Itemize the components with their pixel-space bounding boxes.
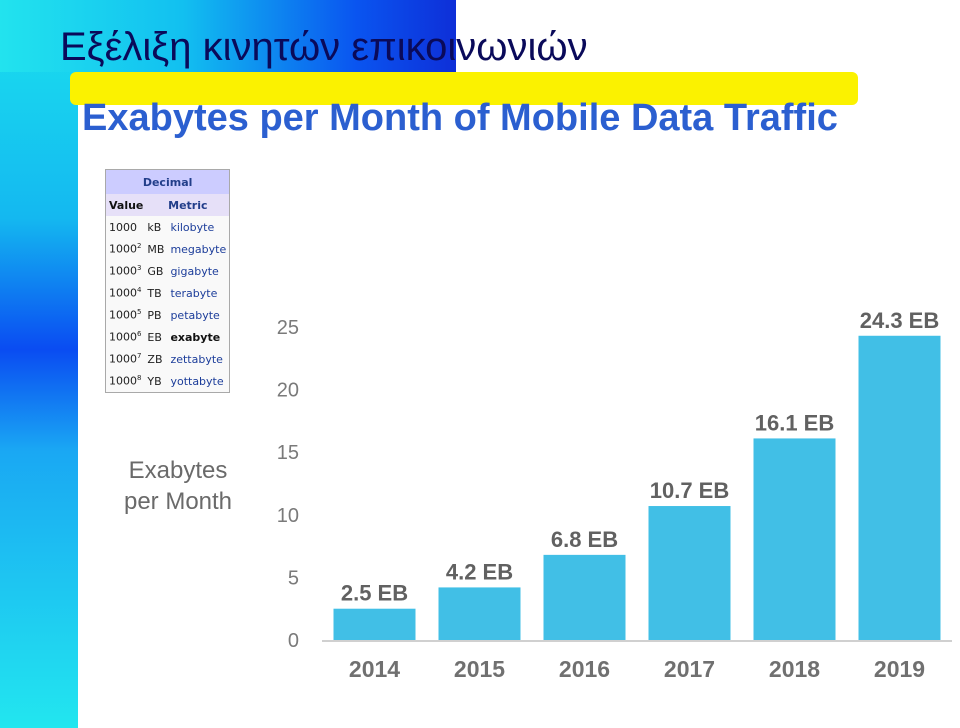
- unit-symbol: ZB: [147, 352, 163, 366]
- x-tick-label: 2016: [559, 656, 610, 682]
- decimal-units-table: Decimal Value Metric 1000 kB kilobyte 10002…: [105, 169, 231, 393]
- table-row: 10005 PB petabyte: [106, 304, 230, 326]
- table-row: 10006 EB exabyte: [106, 326, 230, 348]
- unit-value: 10008: [106, 370, 147, 393]
- column-header-metric: Metric: [146, 194, 230, 216]
- table-header: Decimal: [105, 169, 230, 194]
- y-tick-label: 15: [277, 442, 299, 464]
- unit-name: exabyte: [170, 330, 221, 344]
- unit-exponent: 5: [137, 308, 142, 317]
- data-label: 24.3 EB: [860, 308, 940, 333]
- unit-exponent: 8: [137, 374, 142, 383]
- data-label: 2.5 EB: [341, 581, 408, 606]
- bar: [543, 554, 626, 640]
- slide-title: Εξέλιξη κινητών επικοινωνιών: [60, 25, 588, 69]
- slide-background-top: [0, 0, 456, 72]
- unit-value: 10006: [106, 326, 147, 348]
- unit-base: 1000: [109, 264, 137, 278]
- table-body: 1000 kB kilobyte 10002 MB megabyte 10003 GB giga…: [106, 216, 230, 393]
- table-row: 10007 ZB zettabyte: [106, 348, 230, 370]
- x-tick-label: 2018: [769, 656, 820, 682]
- unit-value: 10004: [106, 282, 147, 304]
- table-row: 10008 YB yottabyte: [106, 370, 230, 393]
- unit-exponent: 7: [137, 352, 142, 361]
- unit-name: gigabyte: [170, 264, 219, 278]
- unit-name: petabyte: [170, 308, 220, 322]
- unit-symbol: YB: [147, 374, 162, 388]
- unit-name: yottabyte: [170, 374, 224, 388]
- unit-name: kilobyte: [170, 220, 215, 234]
- unit-name: zettabyte: [170, 352, 223, 366]
- table-row: 10003 GB gigabyte: [106, 260, 230, 282]
- slide-subtitle: Exabytes per Month of Mobile Data Traffi…: [82, 97, 838, 139]
- unit-name: terabyte: [170, 286, 218, 300]
- data-label: 16.1 EB: [755, 410, 835, 435]
- bar: [858, 335, 941, 640]
- unit-exponent: 6: [137, 330, 142, 339]
- table-row: 10004 TB terabyte: [106, 282, 230, 304]
- title-highlight-bar: [70, 72, 858, 105]
- slide-background-left: [0, 0, 78, 728]
- unit-symbol: EB: [147, 330, 162, 344]
- y-tick-label: 5: [288, 567, 299, 589]
- data-label: 4.2 EB: [446, 559, 513, 584]
- data-label: 6.8 EB: [551, 527, 618, 552]
- unit-exponent: 3: [137, 264, 142, 273]
- unit-base: 1000: [109, 242, 137, 256]
- x-tick-label: 2017: [664, 656, 715, 682]
- unit-base: 1000: [109, 220, 137, 234]
- table-row: 1000 kB kilobyte: [106, 216, 230, 238]
- unit-value: 10005: [106, 304, 147, 326]
- unit-base: 1000: [109, 374, 137, 388]
- unit-symbol: MB: [147, 242, 165, 256]
- bar: [648, 506, 731, 640]
- x-tick-label: 2015: [454, 656, 505, 682]
- bar: [438, 587, 521, 640]
- bar: [753, 438, 836, 640]
- x-tick-label: 2014: [349, 656, 400, 682]
- unit-symbol: PB: [147, 308, 162, 322]
- chart-y-axis-label: Exabytes per Month: [123, 457, 233, 515]
- y-tick-label: 10: [277, 505, 299, 527]
- column-header-value: Value: [105, 194, 147, 216]
- unit-base: 1000: [109, 286, 137, 300]
- unit-symbol: kB: [147, 220, 162, 234]
- unit-symbol: GB: [147, 264, 164, 278]
- y-tick-label: 0: [288, 630, 299, 652]
- unit-base: 1000: [109, 330, 137, 344]
- unit-exponent: 2: [137, 242, 142, 251]
- y-tick-label: 20: [277, 380, 299, 402]
- unit-base: 1000: [109, 308, 137, 322]
- unit-base: 1000: [109, 352, 137, 366]
- bar: [333, 608, 416, 640]
- x-tick-label: 2019: [874, 656, 925, 682]
- unit-exponent: 4: [137, 286, 142, 295]
- y-tick-label: 25: [277, 317, 299, 339]
- unit-value: 10003: [106, 260, 147, 282]
- unit-value: 10007: [106, 348, 147, 370]
- table-row: 10002 MB megabyte: [106, 238, 230, 260]
- unit-name: megabyte: [170, 242, 227, 256]
- unit-symbol: TB: [147, 286, 162, 300]
- unit-value: 10002: [106, 238, 147, 260]
- unit-value: 1000: [106, 216, 147, 238]
- data-label: 10.7 EB: [650, 478, 730, 503]
